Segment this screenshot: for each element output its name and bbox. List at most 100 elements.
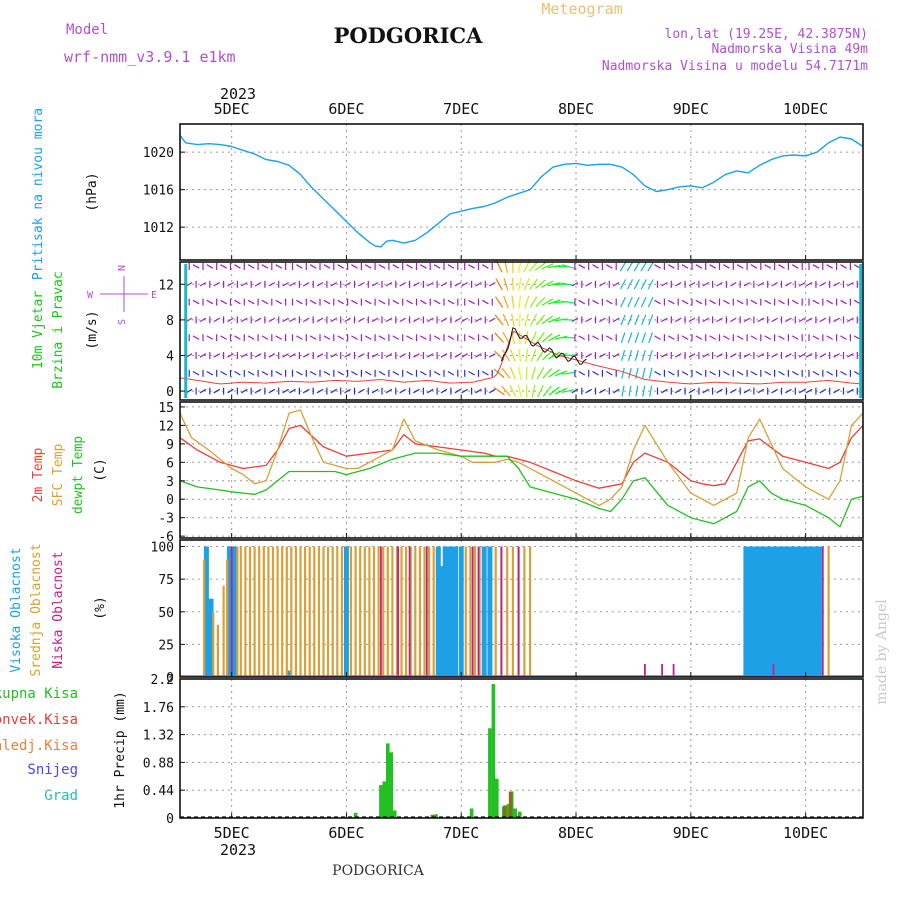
wind-barb — [316, 281, 324, 287]
cloud-bar — [812, 546, 818, 677]
wind-barb — [826, 264, 834, 269]
temp-2m-label: 2m Temp — [31, 447, 46, 502]
wind-barb — [764, 370, 772, 376]
y-tick-label: 0.44 — [143, 784, 174, 799]
y-tick-label: 1.32 — [143, 729, 174, 744]
wind-barb — [702, 317, 710, 323]
wind-barb — [798, 388, 806, 394]
cloud-bar — [317, 546, 320, 677]
wind-barb — [413, 317, 420, 323]
wind-barb — [743, 281, 751, 287]
wind-barb — [296, 335, 303, 340]
wind-barb — [399, 353, 407, 358]
year-label-bottom: 2023 — [220, 841, 256, 859]
x-tick-label-top: 7DEC — [443, 100, 479, 118]
wind-barb — [268, 353, 276, 358]
wind-barb — [633, 296, 640, 308]
wind-barb — [620, 296, 626, 308]
wind-barb — [554, 387, 568, 395]
wind-barb — [612, 317, 620, 323]
precip-bar — [488, 728, 492, 818]
cloud-bar — [212, 611, 215, 677]
wind-barb — [206, 335, 214, 340]
wind-barb — [561, 354, 575, 357]
cloud-bar — [271, 546, 275, 677]
wind-barb — [493, 368, 505, 378]
cloud-bar — [478, 546, 481, 677]
y-tick-label: 6 — [166, 456, 174, 471]
wind-barb — [261, 264, 269, 269]
wind-barb — [833, 353, 840, 358]
wind-barb — [524, 295, 530, 309]
cloud-bar — [231, 546, 237, 677]
wind-barb — [199, 281, 207, 287]
wind-barb — [440, 388, 448, 394]
wind-barb — [275, 264, 283, 269]
wind-barb — [537, 384, 544, 398]
wind-barb — [399, 281, 407, 287]
wind-barb — [826, 335, 834, 340]
wind-barb — [647, 261, 655, 272]
wind-barb — [840, 299, 847, 305]
wind-barb — [213, 388, 221, 394]
temperature-line-2 — [179, 452, 864, 528]
wind-barb — [626, 279, 634, 290]
wind-barb — [716, 317, 723, 323]
wind-barb — [426, 353, 434, 358]
wind-barb — [628, 367, 632, 379]
wind-barb — [461, 388, 468, 394]
wind-barb — [364, 264, 372, 269]
wind-barb — [729, 353, 737, 358]
cloud-bar — [529, 546, 532, 677]
wind-barb — [648, 332, 653, 344]
cloud-bar — [226, 559, 229, 677]
wind-barb — [764, 335, 772, 340]
wind-barb — [548, 386, 560, 396]
wind-barb — [667, 335, 675, 340]
wind-barb — [247, 264, 255, 269]
wind-barb — [736, 335, 744, 340]
wind-barb — [674, 281, 682, 287]
wind-barb — [649, 385, 653, 397]
wind-barb — [723, 299, 730, 305]
compass-east-label: E — [151, 290, 157, 301]
precip-bar — [518, 811, 522, 818]
wind-barb — [227, 317, 234, 323]
cloud-bar — [313, 546, 316, 677]
cloud-bar — [285, 546, 288, 677]
wind-barb — [213, 317, 221, 323]
wind-barb — [642, 385, 646, 397]
wind-barb — [548, 334, 561, 342]
wind-barb — [847, 353, 854, 358]
y-tick-label: 3 — [166, 475, 174, 490]
wind-barb — [406, 335, 413, 340]
wind-barb — [612, 281, 620, 287]
wind-barb — [661, 317, 668, 323]
wind-barb — [688, 388, 696, 394]
wind-barb — [634, 332, 640, 344]
wind-barb — [426, 388, 434, 394]
wind-barb — [525, 348, 528, 362]
wind-barb — [385, 281, 393, 287]
wind-barb — [192, 370, 200, 376]
cloud-bar — [308, 546, 311, 677]
cloud-bar — [464, 546, 467, 677]
wind-barb — [681, 299, 689, 305]
wind-barb — [254, 388, 262, 394]
wind-barb — [524, 331, 529, 345]
wind-barb — [495, 296, 504, 308]
wind-barb — [454, 281, 462, 287]
cloud-bar — [304, 546, 307, 677]
wind-barb — [621, 367, 625, 379]
wind-barb — [344, 317, 351, 323]
cloud-bar — [372, 546, 376, 677]
cloud-bar — [803, 546, 809, 677]
wind-barb — [729, 388, 737, 394]
wind-barb — [302, 281, 310, 287]
cloud-low-label: Niska Oblacnost — [51, 551, 66, 668]
wind-barb — [358, 317, 365, 323]
wind-barb — [316, 317, 324, 323]
wind-barb — [309, 264, 317, 269]
wind-barb — [654, 370, 661, 376]
wind-barb — [599, 388, 606, 394]
